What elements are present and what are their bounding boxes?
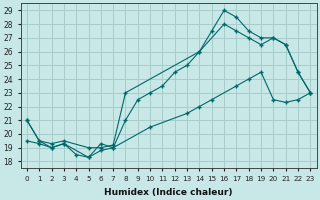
- X-axis label: Humidex (Indice chaleur): Humidex (Indice chaleur): [104, 188, 233, 197]
